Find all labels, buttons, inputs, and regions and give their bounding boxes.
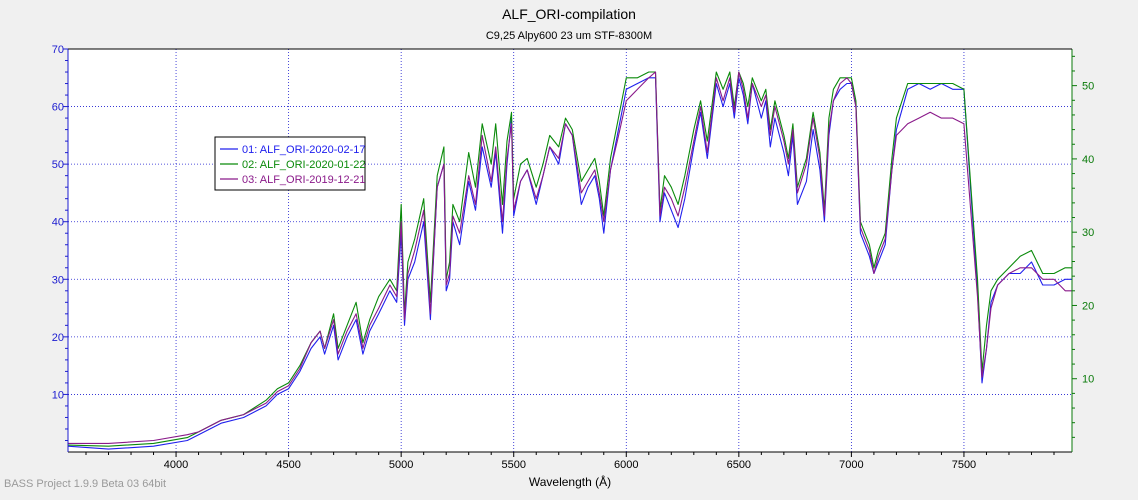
y-right-tick-label: 40 <box>1082 154 1094 166</box>
x-tick-label: 6000 <box>614 459 638 471</box>
y-left-tick-label: 20 <box>52 332 64 344</box>
y-left-tick-label: 10 <box>52 389 64 401</box>
x-tick-label: 4000 <box>164 459 188 471</box>
app-version-footer: BASS Project 1.9.9 Beta 03 64bit <box>4 478 167 490</box>
y-right-tick-label: 10 <box>1082 374 1094 386</box>
x-tick-label: 4500 <box>276 459 300 471</box>
y-left-tick-layer: 10 20 30 40 50 60 70 <box>52 44 68 441</box>
x-tick-label: 7500 <box>952 459 976 471</box>
x-tick-layer: 4000 4500 5000 5500 6000 6500 7000 7500 <box>85 452 1055 471</box>
legend-label-1: 01: ALF_ORI-2020-02-17 <box>242 144 366 156</box>
y-right-tick-label: 30 <box>1082 227 1094 239</box>
series-line-2 <box>67 71 1072 447</box>
legend-label-3: 03: ALF_ORI-2019-12-21 <box>242 174 366 186</box>
y-right-tick-label: 20 <box>1082 300 1094 312</box>
x-tick-label: 5000 <box>389 459 413 471</box>
plot-background <box>68 49 1072 452</box>
y-right-tick-label: 50 <box>1082 81 1094 93</box>
legend: 01: ALF_ORI-2020-02-17 02: ALF_ORI-2020-0… <box>214 136 366 191</box>
legend-box <box>214 136 366 191</box>
chart-title: ALF_ORI-compilation <box>502 6 636 22</box>
series-layer <box>67 71 1072 450</box>
y-right-tick-layer: 10 20 30 40 50 <box>1072 55 1094 438</box>
x-tick-label: 6500 <box>727 459 751 471</box>
y-left-tick-label: 70 <box>52 44 64 56</box>
legend-label-2: 02: ALF_ORI-2020-01-22 <box>242 159 366 171</box>
y-left-tick-label: 60 <box>52 102 64 114</box>
x-tick-label: 7000 <box>839 459 863 471</box>
y-left-tick-label: 50 <box>52 159 64 171</box>
x-axis-label: Wavelength (Å) <box>529 474 611 489</box>
series-line-3 <box>68 71 1072 444</box>
y-left-tick-label: 40 <box>52 217 64 229</box>
x-tick-label: 5500 <box>501 459 525 471</box>
chart-subtitle: C9,25 Alpy600 23 um STF-8300M <box>485 30 653 42</box>
y-left-tick-label: 30 <box>52 274 64 286</box>
